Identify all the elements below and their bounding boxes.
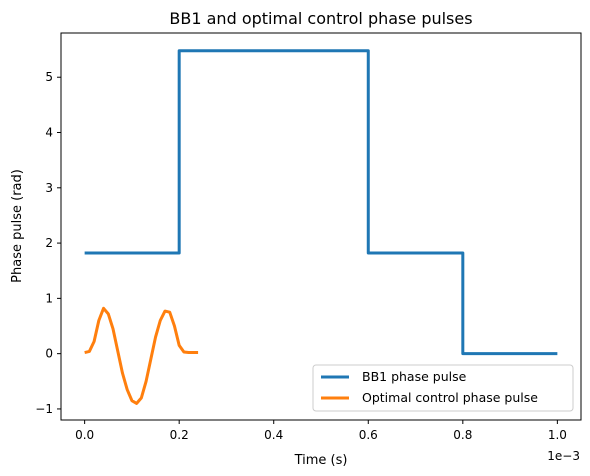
legend-label-optimal: Optimal control phase pulse — [362, 390, 538, 405]
x-tick-label: 0.6 — [359, 428, 378, 442]
y-tick-label: −1 — [35, 402, 53, 416]
x-axis-label: Time (s) — [294, 453, 348, 468]
x-tick-label: 0.8 — [453, 428, 472, 442]
x-tick-label: 0.2 — [170, 428, 189, 442]
y-tick-label: 0 — [45, 347, 53, 361]
plot-area — [84, 49, 558, 405]
y-tick-label: 5 — [45, 70, 53, 84]
legend-box — [312, 364, 574, 412]
y-axis: −1 0 1 2 3 4 5 — [35, 70, 61, 416]
legend: BB1 phase pulse Optimal control phase pu… — [312, 364, 574, 412]
y-axis-label: Phase pulse (rad) — [10, 169, 25, 283]
series-line-optimal-control — [84, 306, 199, 405]
x-tick-label: 1.0 — [548, 428, 567, 442]
x-tick-label: 0.4 — [264, 428, 283, 442]
x-axis: 0.0 0.2 0.4 0.6 0.8 1.0 — [75, 420, 567, 442]
x-tick-label: 0.0 — [75, 428, 94, 442]
x-axis-offset-text: 1e−3 — [547, 449, 580, 463]
legend-label-bb1: BB1 phase pulse — [362, 369, 467, 384]
y-tick-label: 2 — [45, 236, 53, 250]
series-line-bb1 — [84, 49, 558, 356]
y-tick-label: 4 — [45, 126, 53, 140]
chart-title: BB1 and optimal control phase pulses — [169, 9, 472, 28]
axes-frame — [60, 32, 582, 421]
y-tick-label: 3 — [45, 181, 53, 195]
y-tick-label: 1 — [45, 291, 53, 305]
